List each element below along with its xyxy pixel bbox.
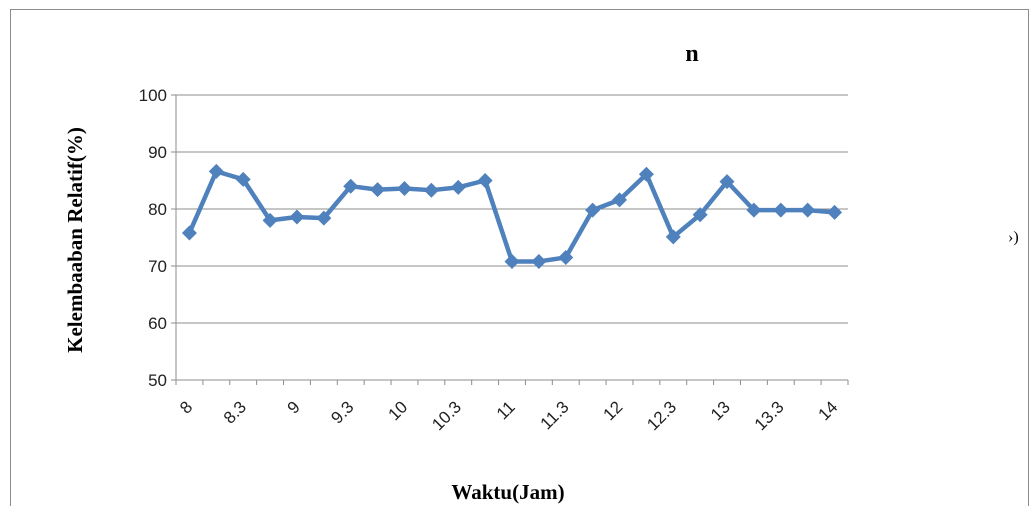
data-point-marker	[208, 163, 224, 179]
x-tick-label: 11.3	[537, 397, 573, 433]
data-point-marker	[692, 207, 708, 223]
x-tick-label: 11	[493, 397, 519, 423]
x-tick-label: 9	[284, 397, 304, 417]
y-tick-label: 60	[148, 314, 167, 333]
data-point-marker	[800, 202, 816, 218]
data-point-marker	[181, 225, 197, 241]
data-point-marker	[827, 204, 843, 220]
y-axis-title: Kelembaaban Relatif(%)	[63, 127, 87, 353]
x-tick-label: 10	[384, 397, 411, 424]
data-point-marker	[638, 166, 654, 182]
data-point-marker	[343, 178, 359, 194]
x-tick-label: 13	[707, 397, 734, 424]
data-point-marker	[504, 253, 520, 269]
data-point-marker	[477, 173, 493, 188]
x-tick-label: 14	[815, 397, 842, 424]
y-tick-label: 80	[148, 200, 167, 219]
data-point-marker	[665, 229, 681, 245]
x-tick-label: 12.3	[643, 397, 680, 434]
axes	[175, 95, 849, 385]
data-point-marker	[316, 210, 332, 226]
data-point-marker	[558, 249, 574, 265]
y-tick-label: 70	[148, 257, 167, 276]
y-tick-label: 50	[148, 371, 167, 390]
data-point-marker	[235, 171, 251, 187]
gridlines	[171, 94, 848, 381]
x-tick-label: 8.3	[220, 397, 250, 427]
y-tick-label: 100	[139, 86, 167, 105]
x-axis-title: Waktu(Jam)	[451, 480, 564, 504]
chart-title: n	[685, 41, 698, 67]
data-point-marker	[746, 202, 762, 218]
y-tick-labels: 50 60 70 80 90 100	[139, 86, 167, 390]
data-point-marker	[612, 192, 628, 208]
data-point-marker	[450, 179, 466, 195]
data-point-marker	[262, 212, 278, 228]
data-point-marker	[719, 174, 735, 190]
y-tick-label: 90	[148, 143, 167, 162]
x-tick-label: 8	[176, 397, 196, 417]
data-point-marker	[289, 209, 305, 225]
chart-frame	[10, 9, 1029, 506]
data-point-marker	[423, 182, 439, 198]
data-point-marker	[396, 180, 412, 196]
data-point-marker	[585, 202, 601, 218]
data-point-marker	[370, 182, 386, 198]
x-tick-label: 9.3	[327, 397, 357, 427]
series-line	[187, 169, 835, 264]
data-point-marker	[531, 253, 547, 269]
x-tick-label: 13.3	[751, 397, 788, 434]
x-tick-label: 10.3	[428, 397, 465, 434]
series-layer	[181, 163, 843, 269]
x-tick-labels: 8 8.3 9 9.3 10 10.3 11 11.3 12 12.3 13 13.3 14	[176, 397, 841, 434]
x-tick-label: 12	[600, 397, 627, 424]
data-point-marker	[773, 202, 789, 218]
side-text-fragment: ›)	[1008, 229, 1019, 246]
